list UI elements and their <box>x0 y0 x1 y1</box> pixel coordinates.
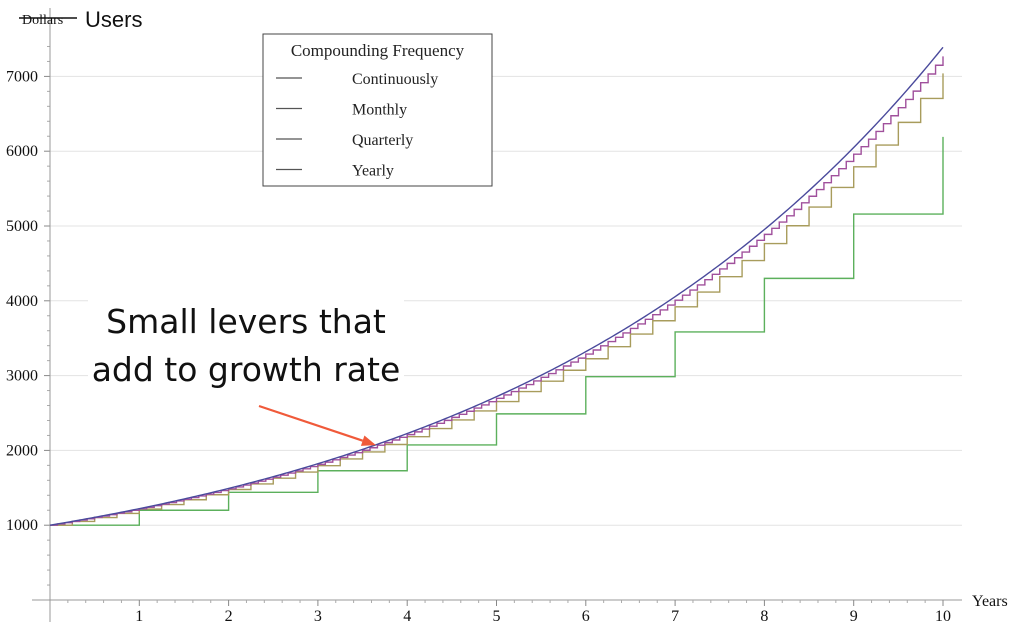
y-axis-label-struck: Dollars <box>22 13 63 28</box>
legend-label-continuously: Continuously <box>352 71 438 88</box>
annotation-background <box>88 294 404 396</box>
arrow-head <box>360 435 376 446</box>
y-tick-label: 5000 <box>6 218 38 235</box>
series-lines <box>49 46 944 526</box>
x-tick-label: 1 <box>135 608 143 625</box>
x-tick-label: 2 <box>225 608 233 625</box>
x-tick-label: 5 <box>493 608 501 625</box>
axes: 1000 2000 3000 4000 5000 6000 7000 1 2 3 4 5 6 7 8 9 10 <box>6 8 962 625</box>
legend: Compounding Frequency Continuously Monthl… <box>262 33 493 187</box>
x-axis-label: Years <box>972 593 1008 610</box>
series-line-continuously <box>49 46 944 526</box>
x-tick-label: 10 <box>935 608 951 625</box>
series-line-yearly <box>50 136 944 526</box>
series-line-monthly <box>50 56 944 526</box>
y-tick-label: 1000 <box>6 517 38 534</box>
y-tick-label: 7000 <box>6 68 38 85</box>
legend-label-monthly: Monthly <box>352 102 407 119</box>
legend-entries: Continuously Monthly Quarterly Yearly <box>276 71 438 180</box>
annotation-line-2: add to growth rate <box>92 350 401 389</box>
x-tick-label: 7 <box>671 608 679 625</box>
arrow-shaft <box>258 404 364 442</box>
annotation-arrow <box>258 404 376 446</box>
y-tick-label: 2000 <box>6 442 38 459</box>
y-tick-label: 6000 <box>6 143 38 160</box>
legend-label-yearly: Yearly <box>352 163 394 180</box>
y-axis-label-users: Users <box>85 7 142 32</box>
legend-label-quarterly: Quarterly <box>352 132 413 149</box>
legend-box <box>262 33 493 187</box>
y-tick-label: 3000 <box>6 368 38 385</box>
legend-title: Compounding Frequency <box>291 41 465 60</box>
y-axis-label: Dollars Users <box>19 7 142 32</box>
x-tick-label: 8 <box>760 608 768 625</box>
x-tick-label: 6 <box>582 608 590 625</box>
annotation-line-1: Small levers that <box>106 302 386 341</box>
x-tick-label: 3 <box>314 608 322 625</box>
y-tick-label: 4000 <box>6 293 38 310</box>
x-tick-label: 9 <box>850 608 858 625</box>
x-tick-label: 4 <box>403 608 411 625</box>
annotation: Small levers that add to growth rate <box>88 294 404 446</box>
